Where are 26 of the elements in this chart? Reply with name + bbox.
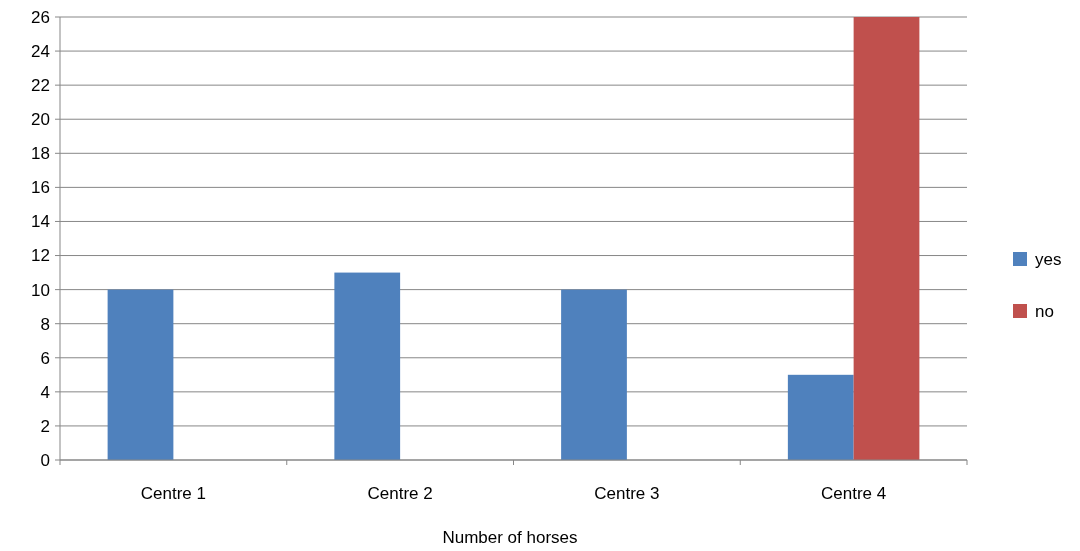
y-tick-label: 24 (31, 42, 50, 62)
y-tick-label: 0 (40, 450, 50, 470)
legend-label: no (1035, 301, 1054, 321)
y-tick-label: 26 (31, 7, 50, 27)
bar (561, 289, 627, 460)
x-axis-title: Number of horses (442, 528, 578, 547)
bar (787, 374, 854, 460)
y-tick-label: 2 (40, 416, 50, 436)
y-tick-label: 18 (31, 144, 50, 164)
y-tick-label: 4 (40, 382, 50, 402)
bar (853, 17, 920, 460)
y-tick-label: 8 (40, 314, 50, 334)
bar (107, 289, 174, 460)
y-tick-label: 16 (31, 178, 50, 198)
y-tick-label: 12 (31, 246, 50, 266)
x-tick-label: Centre 2 (367, 484, 433, 503)
y-tick-label: 20 (31, 110, 50, 130)
bar (334, 272, 401, 460)
x-tick-label: Centre 3 (594, 484, 660, 503)
x-tick-label: Centre 4 (821, 484, 887, 503)
y-tick-label: 6 (40, 348, 50, 368)
legend-label: yes (1035, 249, 1062, 269)
y-tick-label: 14 (31, 212, 50, 232)
y-tick-label: 22 (31, 76, 50, 96)
x-tick-label: Centre 1 (140, 484, 206, 503)
y-tick-label: 10 (31, 280, 50, 300)
